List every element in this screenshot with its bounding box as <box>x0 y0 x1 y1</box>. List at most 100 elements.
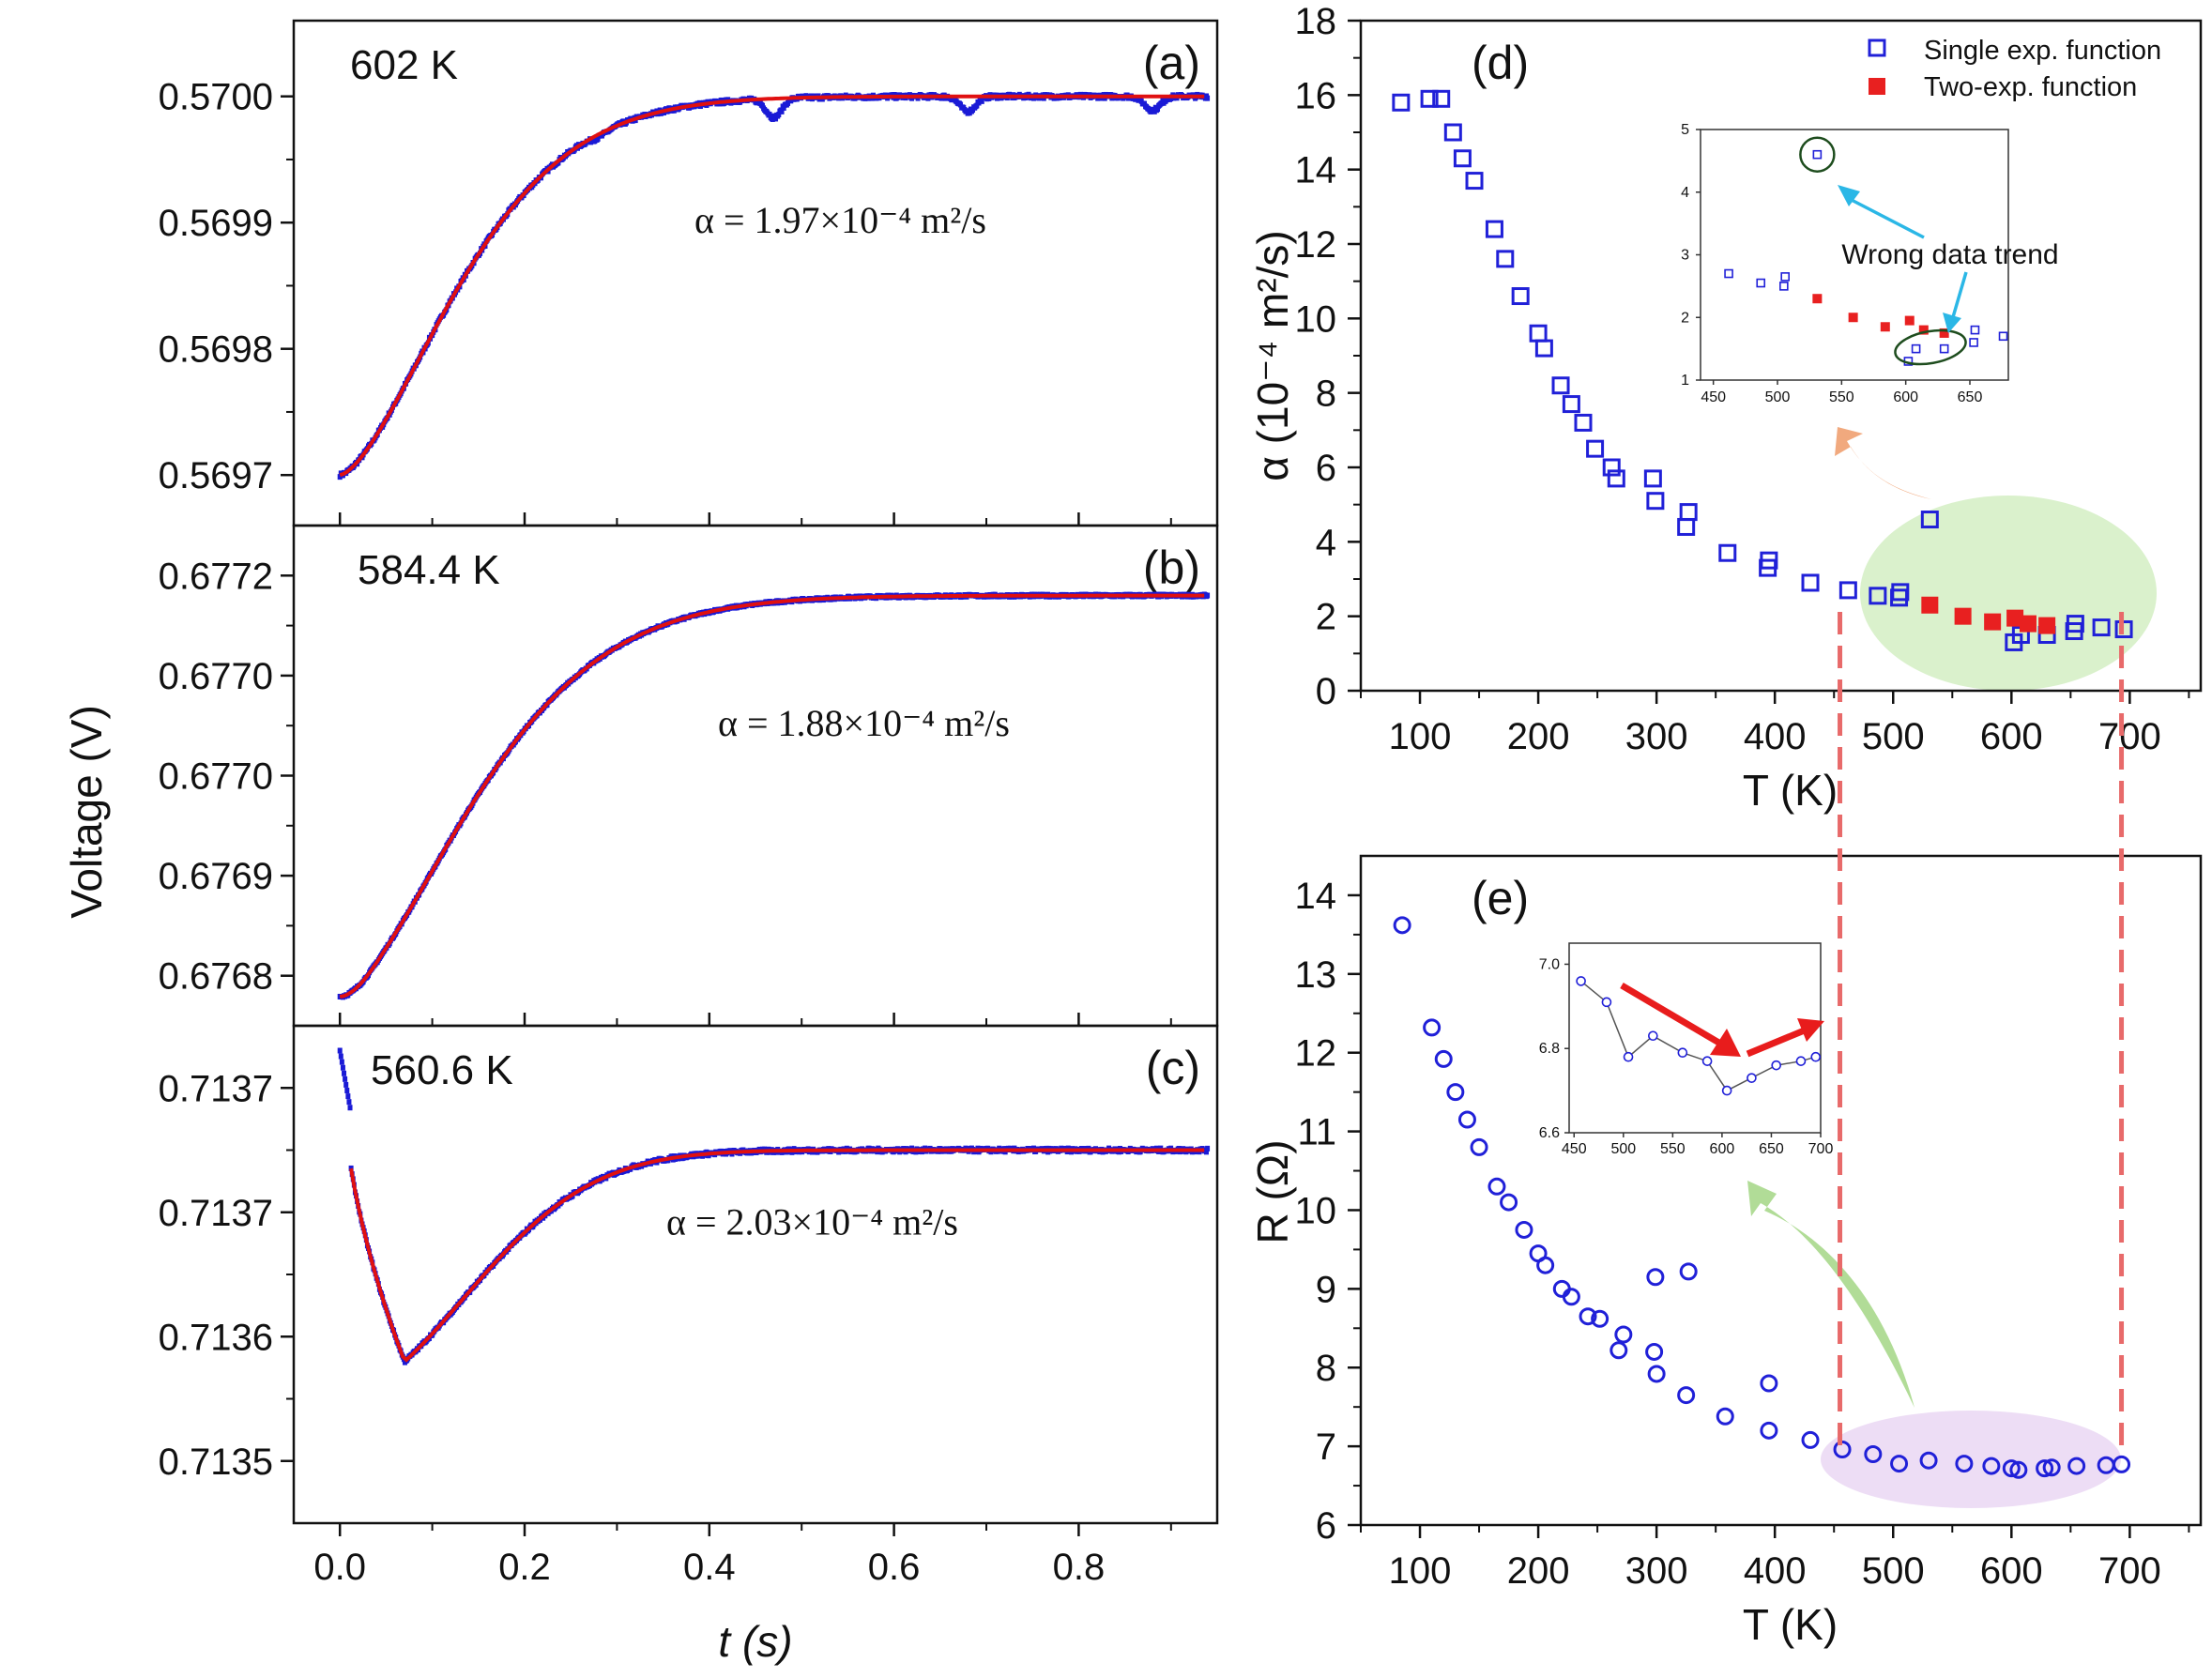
plot-frame <box>292 1024 1219 1525</box>
inset-x-tick-label: 550 <box>1660 1141 1686 1157</box>
panel-e: 6 7 8 9 10 11 12 13 14 100 200 300 400 500 600 700 T (K)… <box>1248 854 2203 1649</box>
data-point <box>340 1064 345 1071</box>
y-tick-label: 0 <box>1316 671 1336 712</box>
inset-point <box>1721 1085 1732 1096</box>
data-point <box>781 104 786 111</box>
y-tick-label: 0.7137 <box>159 1193 273 1234</box>
resistance-point <box>1716 1407 1734 1426</box>
y-tick-label: 0.5700 <box>159 77 273 118</box>
x-tick-label: 700 <box>2098 716 2161 757</box>
red-arrowhead-up <box>1797 1018 1824 1042</box>
y-tick-label: 0.5697 <box>159 455 273 496</box>
resistance-point <box>1614 1325 1633 1344</box>
resistance-point <box>1890 1455 1909 1473</box>
fit-curve <box>339 94 1205 478</box>
inset-point <box>1601 997 1612 1008</box>
plot-frame <box>292 524 1219 1028</box>
red-arrow-up <box>1746 1026 1808 1058</box>
inset-y-tick-label: 4 <box>1681 185 1689 201</box>
inset-y-tick-label: 2 <box>1681 310 1689 326</box>
resistance-point <box>1536 1256 1555 1274</box>
inset-single-point <box>1779 282 1789 291</box>
x-tick-label: 500 <box>1862 1550 1925 1592</box>
legend-single-label: Single exp. function <box>1924 36 2161 66</box>
overlays <box>1838 612 2125 1450</box>
inset-single-point <box>1756 278 1766 288</box>
panel-label: (e) <box>1472 872 1529 924</box>
temperature-label: 560.6 K <box>371 1047 513 1093</box>
data-point <box>344 1088 350 1094</box>
cyan-arrowhead-2 <box>1943 313 1961 333</box>
y-tick-label: 18 <box>1295 1 1337 42</box>
inset-two-point <box>1918 325 1929 335</box>
resistance-point <box>1487 1177 1506 1196</box>
resistance-point <box>1760 1421 1778 1440</box>
single-exp-point <box>1679 503 1698 522</box>
resistance-point <box>1446 1083 1465 1102</box>
data-point <box>1205 1145 1211 1152</box>
data-series <box>337 591 1211 1000</box>
two-exp-point <box>2038 617 2056 634</box>
alpha-annotation: α = 1.88×10⁻⁴ m²/s <box>718 702 1010 744</box>
single-exp-point <box>1453 149 1472 168</box>
y-tick-label: 0.5698 <box>159 329 273 371</box>
alpha-annotation: α = 1.97×10⁻⁴ m²/s <box>694 199 986 241</box>
inset-single-point <box>1780 272 1790 282</box>
x-tick-label: 400 <box>1744 1550 1807 1592</box>
single-exp-point <box>1420 89 1439 108</box>
inset-single-point <box>1812 149 1823 160</box>
resistance-point <box>1760 1374 1778 1393</box>
data-point <box>342 1070 347 1076</box>
resistance-point <box>1470 1137 1488 1156</box>
wrong-point-circle <box>1799 136 1836 173</box>
y-tick-label: 0.7135 <box>159 1442 273 1483</box>
two-exp-point <box>1984 613 2002 631</box>
data-point <box>595 135 601 142</box>
data-point <box>343 1075 348 1082</box>
y-tick-label: 10 <box>1295 298 1337 340</box>
single-exp-point <box>1643 469 1662 488</box>
inset-y-tick-label: 7.0 <box>1539 956 1560 972</box>
panel-label: (b) <box>1143 542 1200 594</box>
inset-x-tick-label: 650 <box>1759 1141 1784 1157</box>
inset-point <box>1623 1051 1634 1062</box>
data-point <box>348 1165 354 1171</box>
data-point <box>786 99 791 106</box>
data-point <box>779 108 785 114</box>
single-exp-point <box>1760 551 1778 570</box>
y-tick-label: 14 <box>1295 876 1337 917</box>
y-axis-label: R (Ω) <box>1248 1139 1297 1243</box>
data-point <box>767 112 772 118</box>
y-tick-label: 0.6768 <box>159 956 273 998</box>
y-tick-label: 2 <box>1316 597 1336 638</box>
single-exp-point <box>1602 458 1621 477</box>
inset-x-tick-label: 500 <box>1610 1141 1636 1157</box>
single-exp-point <box>2066 615 2084 633</box>
inset-single-point <box>1998 331 2008 342</box>
y-tick-label: 0.7137 <box>159 1068 273 1109</box>
panel-c: 0.7135 0.7136 0.7137 0.7137 0.0 0.2 0.4 0.6 0.8 t… <box>159 1024 1219 1666</box>
alpha-annotation: α = 2.03×10⁻⁴ m²/s <box>666 1201 958 1243</box>
y-tick-label: 13 <box>1295 954 1337 996</box>
temperature-label: 602 K <box>350 42 458 88</box>
red-arrow-down <box>1620 982 1724 1048</box>
data-point <box>1203 1149 1209 1155</box>
inset-x-tick-label: 700 <box>1808 1141 1834 1157</box>
x-tick-label: 300 <box>1625 1550 1688 1592</box>
red-arrowhead-down <box>1710 1029 1741 1057</box>
data-point <box>1155 106 1161 113</box>
x-tick-label: 500 <box>1862 716 1925 757</box>
data-point <box>974 102 980 109</box>
y-tick-label: 0.6770 <box>159 756 273 798</box>
data-point <box>345 1093 351 1100</box>
resistance-point <box>2036 1459 2054 1478</box>
inset-x-tick-label: 450 <box>1562 1141 1587 1157</box>
single-exp-point <box>1551 376 1570 395</box>
resistance-point <box>1679 1262 1698 1281</box>
x-tick-label: 600 <box>1980 716 2043 757</box>
x-tick-label: 300 <box>1625 716 1688 757</box>
inset-point <box>1810 1051 1822 1062</box>
inset-frame <box>1700 129 2009 381</box>
data-point <box>1205 592 1211 599</box>
y-tick-label: 11 <box>1297 1112 1336 1153</box>
